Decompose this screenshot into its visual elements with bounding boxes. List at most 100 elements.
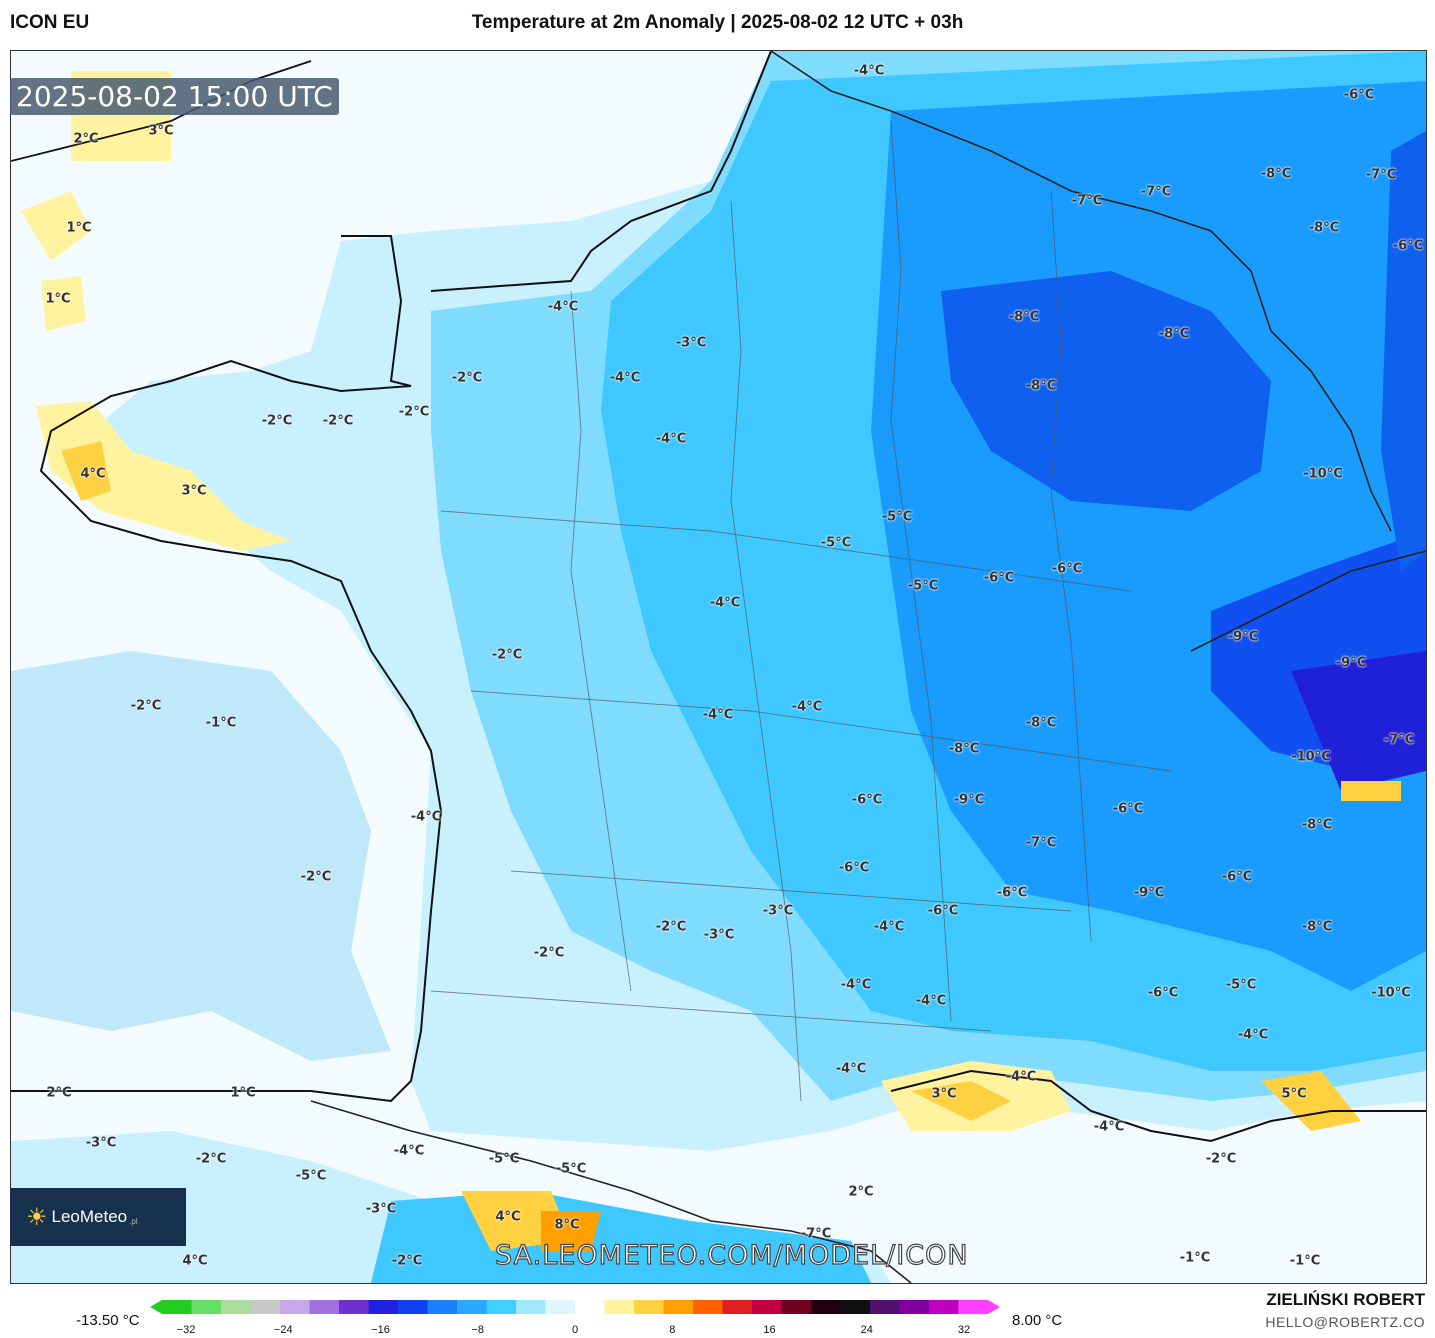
map-label: -3°C <box>85 1135 117 1151</box>
map-label: -1°C <box>1289 1253 1321 1269</box>
map-label: -2°C <box>398 404 430 420</box>
legend-swatch <box>575 1300 605 1314</box>
chart-title: Temperature at 2m Anomaly | 2025-08-02 1… <box>471 12 964 33</box>
map-label: -8°C <box>1025 715 1057 731</box>
legend-colorbar <box>150 1300 1000 1314</box>
map-label: 4°C <box>80 466 106 482</box>
map-label: -4°C <box>702 707 734 723</box>
map-label: -5°C <box>488 1151 520 1167</box>
map-label: -7°C <box>1383 732 1415 748</box>
watermark-url: SA.LEOMETEO.COM/MODEL/ICON <box>494 1239 969 1271</box>
author-name: ZIELIŃSKI ROBERT <box>1266 1290 1425 1309</box>
map-label: -9°C <box>1227 629 1259 645</box>
map-label: 2°C <box>46 1085 72 1101</box>
map-label: -4°C <box>835 1061 867 1077</box>
legend-min-arrow <box>150 1300 162 1314</box>
legend-tick-label: 0 <box>571 1324 579 1336</box>
logo-text: LeoMeteo <box>51 1207 128 1226</box>
map-label: 3°C <box>181 483 207 499</box>
logo-suffix: .pl <box>129 1216 138 1226</box>
map-label: 1°C <box>45 291 71 307</box>
map-label: -7°C <box>996 885 1028 901</box>
map-label: -6°C <box>983 570 1015 586</box>
model-name: ICON EU <box>10 12 90 33</box>
valid-time-badge: 2025-08-02 15:00 UTC <box>10 78 339 115</box>
map-label: -10°C <box>1371 985 1411 1001</box>
map-label: 1°C <box>230 1085 256 1101</box>
legend-tick-label: 8 <box>669 1324 676 1336</box>
map-label: -7°C <box>800 1226 832 1242</box>
map-label: -3°C <box>675 335 707 351</box>
anomaly-map: -4°C -6°C 2°C 3°C 1°C 1°C -7°C -7°C -8°C… <box>10 50 1427 1284</box>
map-label: -2°C <box>451 370 483 386</box>
map-label: -8°C <box>1158 326 1190 342</box>
map-label: -4°C <box>853 63 885 79</box>
legend-tick-label: −8 <box>471 1324 485 1336</box>
sun-icon: ☀ <box>26 1203 48 1231</box>
map-label: 3°C <box>148 123 174 139</box>
legend-swatch <box>663 1300 694 1314</box>
legend-swatch <box>486 1300 517 1314</box>
legend-swatch <box>604 1300 635 1314</box>
map-label: -6°C <box>927 903 959 919</box>
map-label: -8°C <box>1008 309 1040 325</box>
map-label: -8°C <box>1301 817 1333 833</box>
map-label: 3°C <box>931 1086 957 1102</box>
legend-swatch <box>693 1300 723 1314</box>
map-label: -8°C <box>948 741 980 757</box>
legend-swatch <box>221 1300 251 1314</box>
map-label: -5°C <box>295 1168 327 1184</box>
map-canvas <box>11 51 1426 1283</box>
map-label: -2°C <box>1205 1151 1237 1167</box>
map-label: -9°C <box>1133 885 1165 901</box>
map-label: -5°C <box>907 578 939 594</box>
legend-tick-label: −24 <box>273 1324 293 1336</box>
map-label: -5°C <box>1225 977 1257 993</box>
map-label: -4°C <box>840 977 872 993</box>
map-label: 5°C <box>1281 1086 1307 1102</box>
map-label: -8°C <box>1025 378 1057 394</box>
map-label: -6°C <box>838 860 870 876</box>
map-label: 1°C <box>66 220 92 236</box>
map-label: 4°C <box>495 1209 521 1225</box>
legend-ticks: −32 −24 −16 −8 0 8 16 24 32 <box>150 1324 1000 1338</box>
map-label: -5°C <box>881 509 913 525</box>
legend-tick-label: 32 <box>957 1324 971 1336</box>
legend-swatch <box>162 1300 192 1314</box>
legend-swatch <box>191 1300 222 1314</box>
map-label: -6°C <box>1051 561 1083 577</box>
map-label: -6°C <box>1147 985 1179 1001</box>
map-label: -6°C <box>1221 869 1253 885</box>
map-label: -4°C <box>709 595 741 611</box>
map-label: -3°C <box>365 1201 397 1217</box>
map-label: -6°C <box>1343 87 1375 103</box>
legend-swatch <box>545 1300 576 1314</box>
map-label: -2°C <box>195 1151 227 1167</box>
map-label: -2°C <box>391 1253 423 1269</box>
legend-swatch <box>811 1300 841 1314</box>
legend-swatch <box>634 1300 664 1314</box>
map-label: -7°C <box>1025 835 1057 851</box>
map-label: -2°C <box>130 698 162 714</box>
map-label: -8°C <box>1301 919 1333 935</box>
map-label: -6°C <box>1392 238 1424 254</box>
map-label: 8°C <box>554 1217 580 1233</box>
legend-swatch <box>781 1300 812 1314</box>
map-label: -6°C <box>1112 801 1144 817</box>
legend-max-value: 8.00 °C <box>1012 1312 1063 1329</box>
map-label: 2°C <box>73 131 99 147</box>
map-label: 4°C <box>182 1253 208 1269</box>
map-label: -2°C <box>300 869 332 885</box>
legend-swatch <box>752 1300 782 1314</box>
legend-swatch <box>339 1300 369 1314</box>
map-label: -2°C <box>655 919 687 935</box>
author-email[interactable]: HELLO@ROBERTZ.CO <box>1265 1314 1425 1330</box>
map-label: 2°C <box>848 1184 874 1200</box>
map-label: -10°C <box>1291 749 1331 765</box>
legend-swatch <box>958 1300 989 1314</box>
map-label: -1°C <box>205 715 237 731</box>
map-label: -5°C <box>555 1161 587 1177</box>
leometeo-logo[interactable]: ☀ LeoMeteo .pl <box>10 1188 186 1246</box>
legend-swatch <box>309 1300 340 1314</box>
legend-tick-label: 16 <box>763 1324 776 1336</box>
